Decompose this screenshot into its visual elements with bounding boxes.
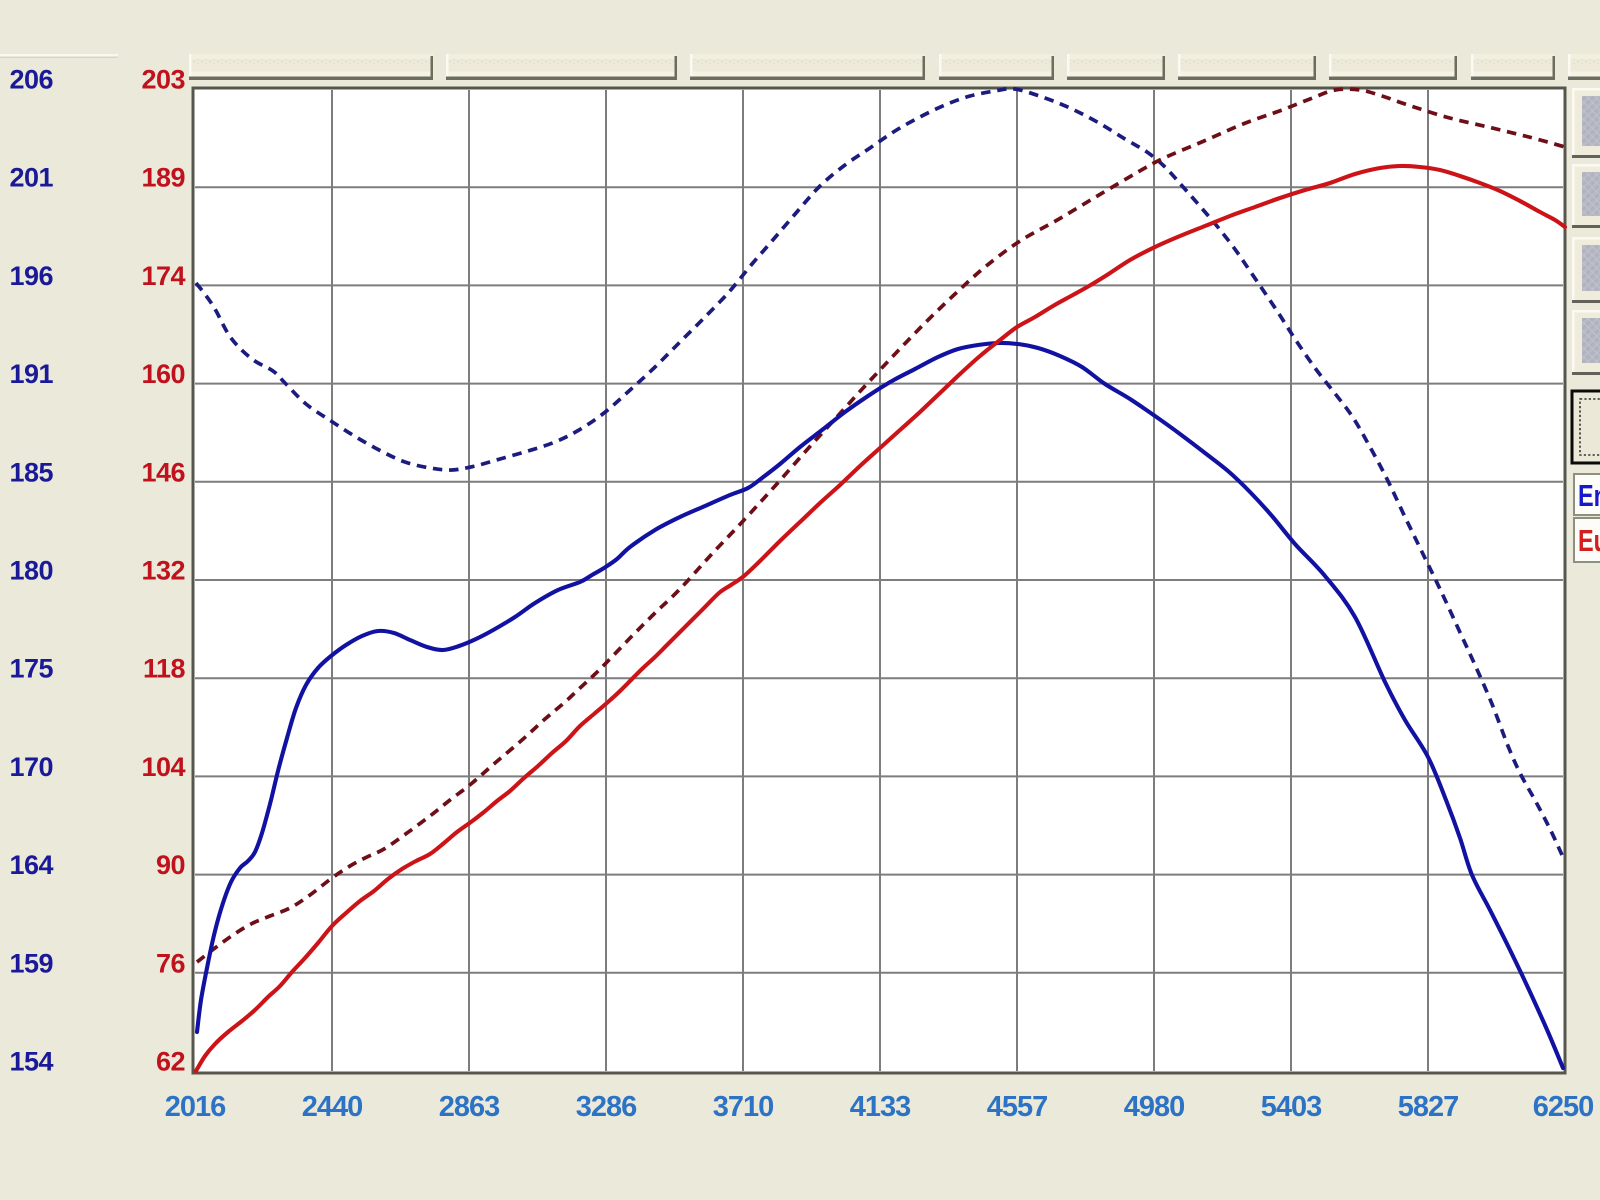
svg-text:2016: 2016 <box>165 1091 226 1123</box>
svg-text:4557: 4557 <box>987 1091 1048 1123</box>
svg-text:3710: 3710 <box>713 1091 774 1123</box>
svg-text:4133: 4133 <box>850 1091 911 1123</box>
svg-text:3286: 3286 <box>576 1091 637 1123</box>
svg-text:174: 174 <box>141 261 185 291</box>
svg-text:170: 170 <box>9 752 53 782</box>
svg-text:2863: 2863 <box>439 1091 500 1123</box>
svg-text:2440: 2440 <box>302 1091 363 1123</box>
svg-text:En: En <box>1578 478 1600 513</box>
svg-text:104: 104 <box>141 752 185 782</box>
svg-text:118: 118 <box>143 654 186 684</box>
svg-text:6250: 6250 <box>1533 1091 1594 1123</box>
svg-text:159: 159 <box>9 948 53 978</box>
svg-text:185: 185 <box>9 457 53 487</box>
svg-text:175: 175 <box>9 654 53 684</box>
svg-text:Eu: Eu <box>1578 523 1600 558</box>
svg-text:191: 191 <box>9 359 53 389</box>
svg-text:164: 164 <box>9 850 53 880</box>
svg-text:62: 62 <box>156 1047 185 1077</box>
svg-text:196: 196 <box>9 261 53 291</box>
svg-text:5403: 5403 <box>1261 1091 1322 1123</box>
svg-text:146: 146 <box>141 457 185 487</box>
svg-text:206: 206 <box>9 65 53 95</box>
svg-text:160: 160 <box>141 359 185 389</box>
svg-text:5827: 5827 <box>1398 1091 1459 1123</box>
svg-text:201: 201 <box>9 163 53 193</box>
svg-text:154: 154 <box>9 1047 53 1077</box>
svg-text:76: 76 <box>156 948 186 978</box>
svg-text:180: 180 <box>9 556 53 586</box>
svg-text:203: 203 <box>141 65 185 95</box>
svg-text:189: 189 <box>141 163 185 193</box>
svg-text:90: 90 <box>156 850 185 880</box>
svg-text:4980: 4980 <box>1124 1091 1185 1123</box>
svg-text:132: 132 <box>141 556 185 586</box>
